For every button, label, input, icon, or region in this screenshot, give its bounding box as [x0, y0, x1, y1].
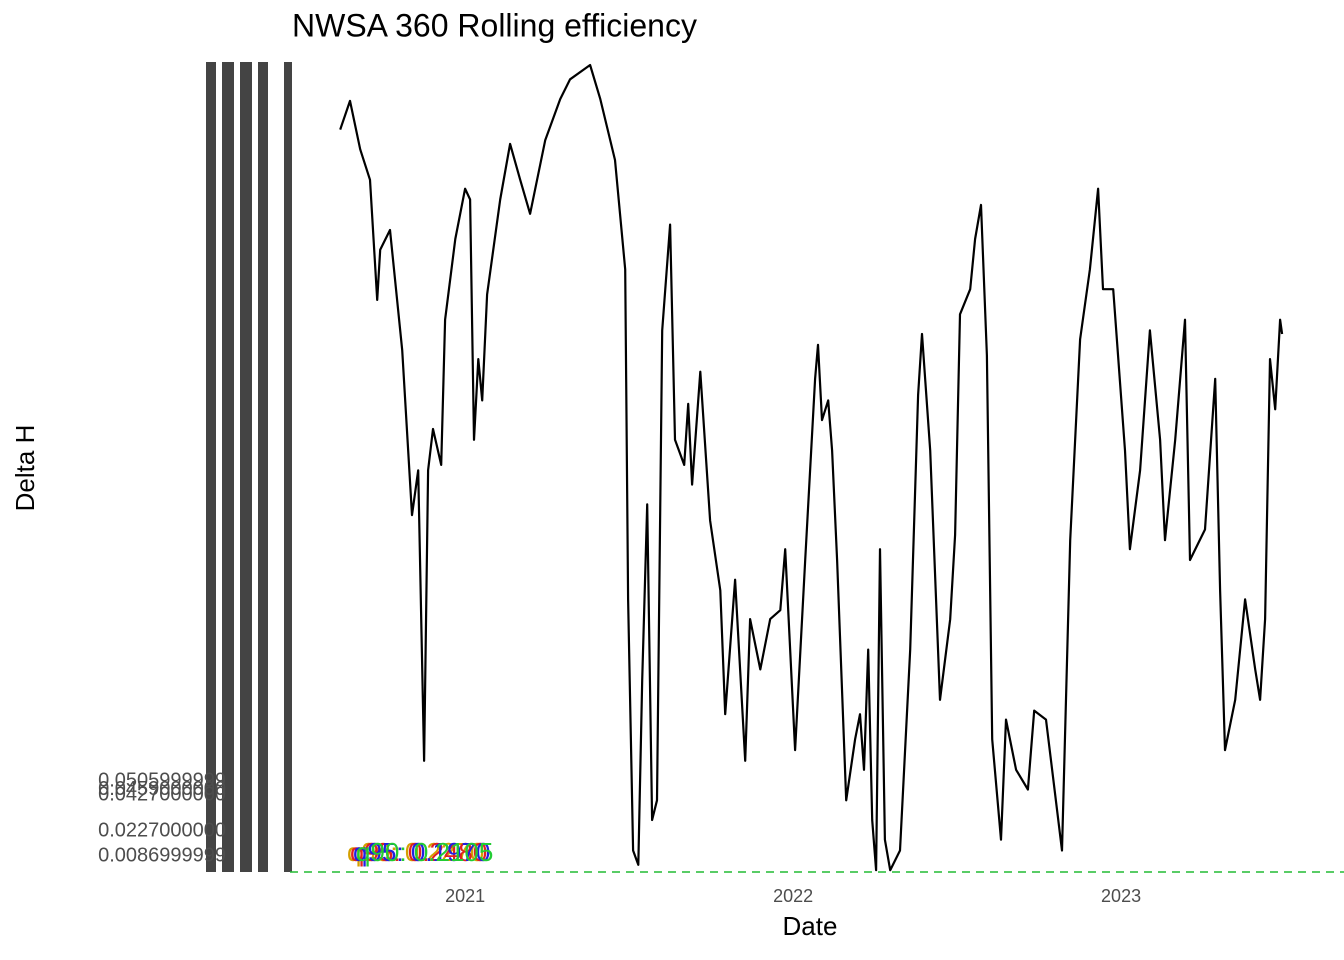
y-tick-label: 0.0427000000 — [98, 784, 226, 806]
chart-title: NWSA 360 Rolling efficiency — [292, 7, 697, 43]
x-axis-title: Date — [783, 911, 838, 941]
annotation: q95: 0.1970 — [353, 837, 490, 867]
annotation: q90: 0.2270 — [347, 837, 484, 867]
label-block — [206, 62, 216, 872]
label-block — [240, 62, 252, 872]
x-tick-label: 2023 — [1101, 886, 1141, 906]
y-tick-label: 0.0227000000 — [98, 820, 226, 842]
y-tick-label: 0.0086999999 — [98, 845, 226, 867]
garbled-y-labels — [206, 62, 292, 872]
label-block — [284, 62, 292, 872]
label-block — [222, 62, 234, 872]
y-tick-label: 0.0459000000 — [98, 778, 226, 800]
y-axis-title: Delta H — [10, 425, 40, 512]
annotation: q90: 0.2105 — [356, 837, 493, 867]
label-block — [258, 62, 268, 872]
data-line — [339, 63, 1284, 872]
annotation: q95: 0.2480 — [350, 837, 487, 867]
y-tick-label: 0.0505999999 — [98, 770, 226, 792]
x-tick-label: 2021 — [445, 886, 485, 906]
x-tick-label: 2022 — [773, 886, 813, 906]
